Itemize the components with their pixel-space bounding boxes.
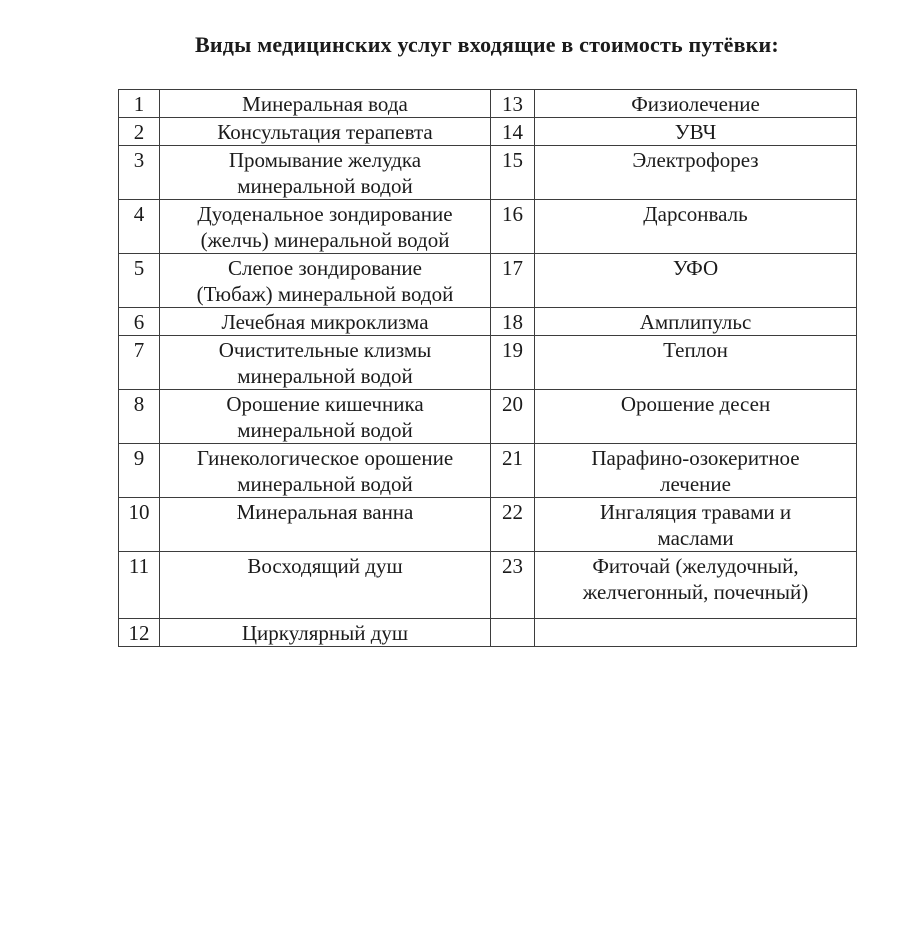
left-number-cell: 9 bbox=[118, 443, 160, 498]
table-row: 7 Очистительные клизмы минеральной водой… bbox=[118, 335, 857, 390]
left-service-cell: Восходящий душ bbox=[159, 551, 491, 619]
table-row: 3 Промывание желудка минеральной водой 1… bbox=[118, 145, 857, 200]
right-service-cell: Физиолечение bbox=[534, 89, 857, 118]
right-number-cell: 23 bbox=[490, 551, 535, 619]
services-table: 1 Минеральная вода 13 Физиолечение 2 Кон… bbox=[118, 89, 857, 647]
left-service-cell: Минеральная ванна bbox=[159, 497, 491, 552]
right-service-cell: Орошение десен bbox=[534, 389, 857, 444]
right-service-cell bbox=[534, 618, 857, 647]
left-number-cell: 4 bbox=[118, 199, 160, 254]
services-table-body: 1 Минеральная вода 13 Физиолечение 2 Кон… bbox=[118, 89, 857, 647]
right-service-cell: Теплон bbox=[534, 335, 857, 390]
left-service-cell: Консультация терапевта bbox=[159, 117, 491, 146]
page-title: Виды медицинских услуг входящие в стоимо… bbox=[195, 32, 779, 57]
table-row: 8 Орошение кишечника минеральной водой 2… bbox=[118, 389, 857, 444]
right-number-cell: 18 bbox=[490, 307, 535, 336]
right-number-cell: 16 bbox=[490, 199, 535, 254]
right-number-cell: 19 bbox=[490, 335, 535, 390]
left-service-cell: Дуоденальное зондирование (желчь) минера… bbox=[159, 199, 491, 254]
left-number-cell: 7 bbox=[118, 335, 160, 390]
left-service-cell: Слепое зондирование (Тюбаж) минеральной … bbox=[159, 253, 491, 308]
left-service-cell: Циркулярный душ bbox=[159, 618, 491, 647]
table-row: 10 Минеральная ванна 22 Ингаляция травам… bbox=[118, 497, 857, 552]
left-number-cell: 6 bbox=[118, 307, 160, 336]
right-number-cell: 22 bbox=[490, 497, 535, 552]
right-service-cell: Фиточай (желудочный, желчегонный, почечн… bbox=[534, 551, 857, 619]
left-number-cell: 8 bbox=[118, 389, 160, 444]
right-number-cell bbox=[490, 618, 535, 647]
table-row: 6 Лечебная микроклизма 18 Амплипульс bbox=[118, 307, 857, 336]
left-number-cell: 10 bbox=[118, 497, 160, 552]
right-service-cell: Ингаляция травами и маслами bbox=[534, 497, 857, 552]
left-number-cell: 3 bbox=[118, 145, 160, 200]
table-row: 2 Консультация терапевта 14 УВЧ bbox=[118, 117, 857, 146]
left-number-cell: 1 bbox=[118, 89, 160, 118]
left-number-cell: 2 bbox=[118, 117, 160, 146]
right-service-cell: УВЧ bbox=[534, 117, 857, 146]
right-service-cell: УФО bbox=[534, 253, 857, 308]
left-service-cell: Промывание желудка минеральной водой bbox=[159, 145, 491, 200]
left-service-cell: Лечебная микроклизма bbox=[159, 307, 491, 336]
left-number-cell: 5 bbox=[118, 253, 160, 308]
table-row: 12 Циркулярный душ bbox=[118, 618, 857, 647]
right-number-cell: 14 bbox=[490, 117, 535, 146]
right-service-cell: Парафино-озокеритное лечение bbox=[534, 443, 857, 498]
left-number-cell: 12 bbox=[118, 618, 160, 647]
right-number-cell: 17 bbox=[490, 253, 535, 308]
left-number-cell: 11 bbox=[118, 551, 160, 619]
left-service-cell: Очистительные клизмы минеральной водой bbox=[159, 335, 491, 390]
table-row: 9 Гинекологическое орошение минеральной … bbox=[118, 443, 857, 498]
right-service-cell: Электрофорез bbox=[534, 145, 857, 200]
right-number-cell: 13 bbox=[490, 89, 535, 118]
right-number-cell: 15 bbox=[490, 145, 535, 200]
table-row: 11 Восходящий душ 23 Фиточай (желудочный… bbox=[118, 551, 857, 619]
right-number-cell: 21 bbox=[490, 443, 535, 498]
left-service-cell: Минеральная вода bbox=[159, 89, 491, 118]
table-row: 5 Слепое зондирование (Тюбаж) минерально… bbox=[118, 253, 857, 308]
right-service-cell: Амплипульс bbox=[534, 307, 857, 336]
table-row: 4 Дуоденальное зондирование (желчь) мине… bbox=[118, 199, 857, 254]
left-service-cell: Гинекологическое орошение минеральной во… bbox=[159, 443, 491, 498]
table-row: 1 Минеральная вода 13 Физиолечение bbox=[118, 89, 857, 118]
right-service-cell: Дарсонваль bbox=[534, 199, 857, 254]
left-service-cell: Орошение кишечника минеральной водой bbox=[159, 389, 491, 444]
right-number-cell: 20 bbox=[490, 389, 535, 444]
